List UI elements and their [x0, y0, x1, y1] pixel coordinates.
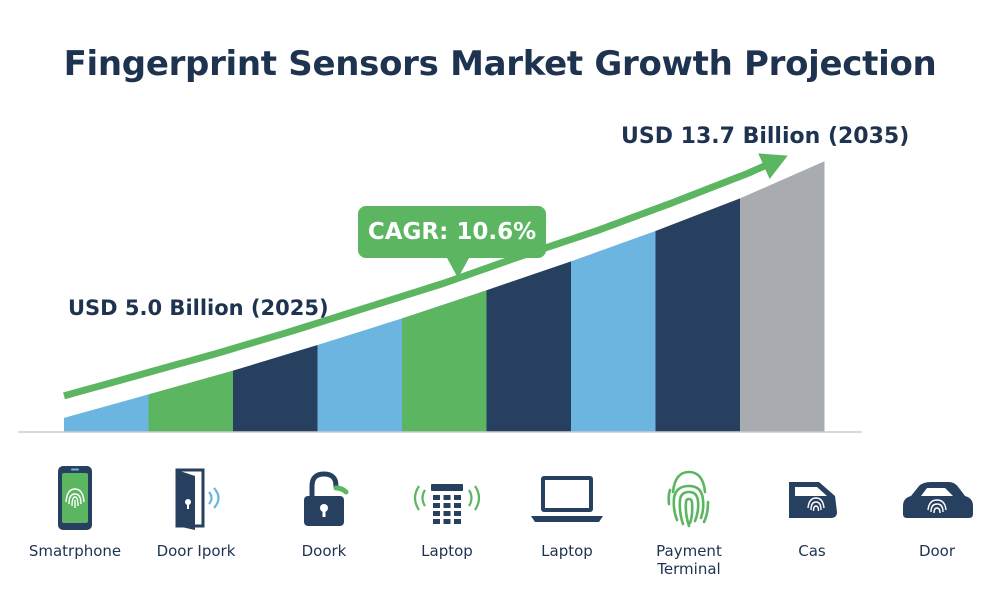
laptop-icon — [531, 476, 603, 522]
app-label: Payment Terminal — [656, 542, 722, 578]
keypad-icon — [413, 484, 481, 524]
cagr-bubble: CAGR: 10.6% — [358, 206, 546, 258]
smartphone-fingerprint-icon — [58, 466, 92, 530]
trend-group — [63, 153, 788, 400]
chart-bar — [740, 161, 825, 432]
padlock-icon — [304, 471, 349, 526]
app-smartphone: Smatrphone — [15, 462, 135, 560]
trend-line — [63, 159, 773, 400]
chart-bar — [571, 230, 656, 432]
app-keypad: Laptop — [387, 462, 507, 560]
car-door-icon — [789, 482, 837, 518]
chart-bar — [233, 345, 318, 432]
chart-title: Fingerprint Sensors Market Growth Projec… — [63, 44, 937, 84]
app-payment-terminal: Payment Terminal — [629, 462, 749, 578]
app-label: Door — [918, 542, 956, 560]
app-laptop: Laptop — [507, 462, 627, 560]
car-icon — [903, 482, 973, 518]
chart-bar — [317, 318, 402, 432]
fingerprint-icon — [667, 470, 710, 528]
bar-group — [64, 161, 825, 432]
end-value-label: USD 13.7 Billion (2035) — [621, 124, 910, 149]
chart-bar — [64, 394, 149, 432]
app-car-door: Cas — [752, 462, 872, 560]
app-label: Door Ipork — [156, 542, 236, 560]
chart-bar — [148, 370, 233, 432]
chart-bar — [402, 290, 487, 432]
app-car: Door — [877, 462, 997, 560]
cagr-bubble-tail — [447, 258, 469, 278]
app-door-lock: Door Ipork — [136, 462, 256, 560]
chart-bar — [655, 198, 740, 432]
app-label: Laptop — [541, 542, 593, 560]
door-lock-icon — [175, 468, 220, 530]
start-value-label: USD 5.0 Billion (2025) — [68, 296, 329, 320]
app-label: Laptop — [421, 542, 473, 560]
app-label: Doork — [301, 542, 347, 560]
app-label: Smatrphone — [28, 542, 122, 560]
app-padlock: Doork — [264, 462, 384, 560]
trend-arrowhead — [758, 153, 788, 180]
chart-bar — [486, 261, 571, 432]
app-label: Cas — [798, 542, 826, 560]
